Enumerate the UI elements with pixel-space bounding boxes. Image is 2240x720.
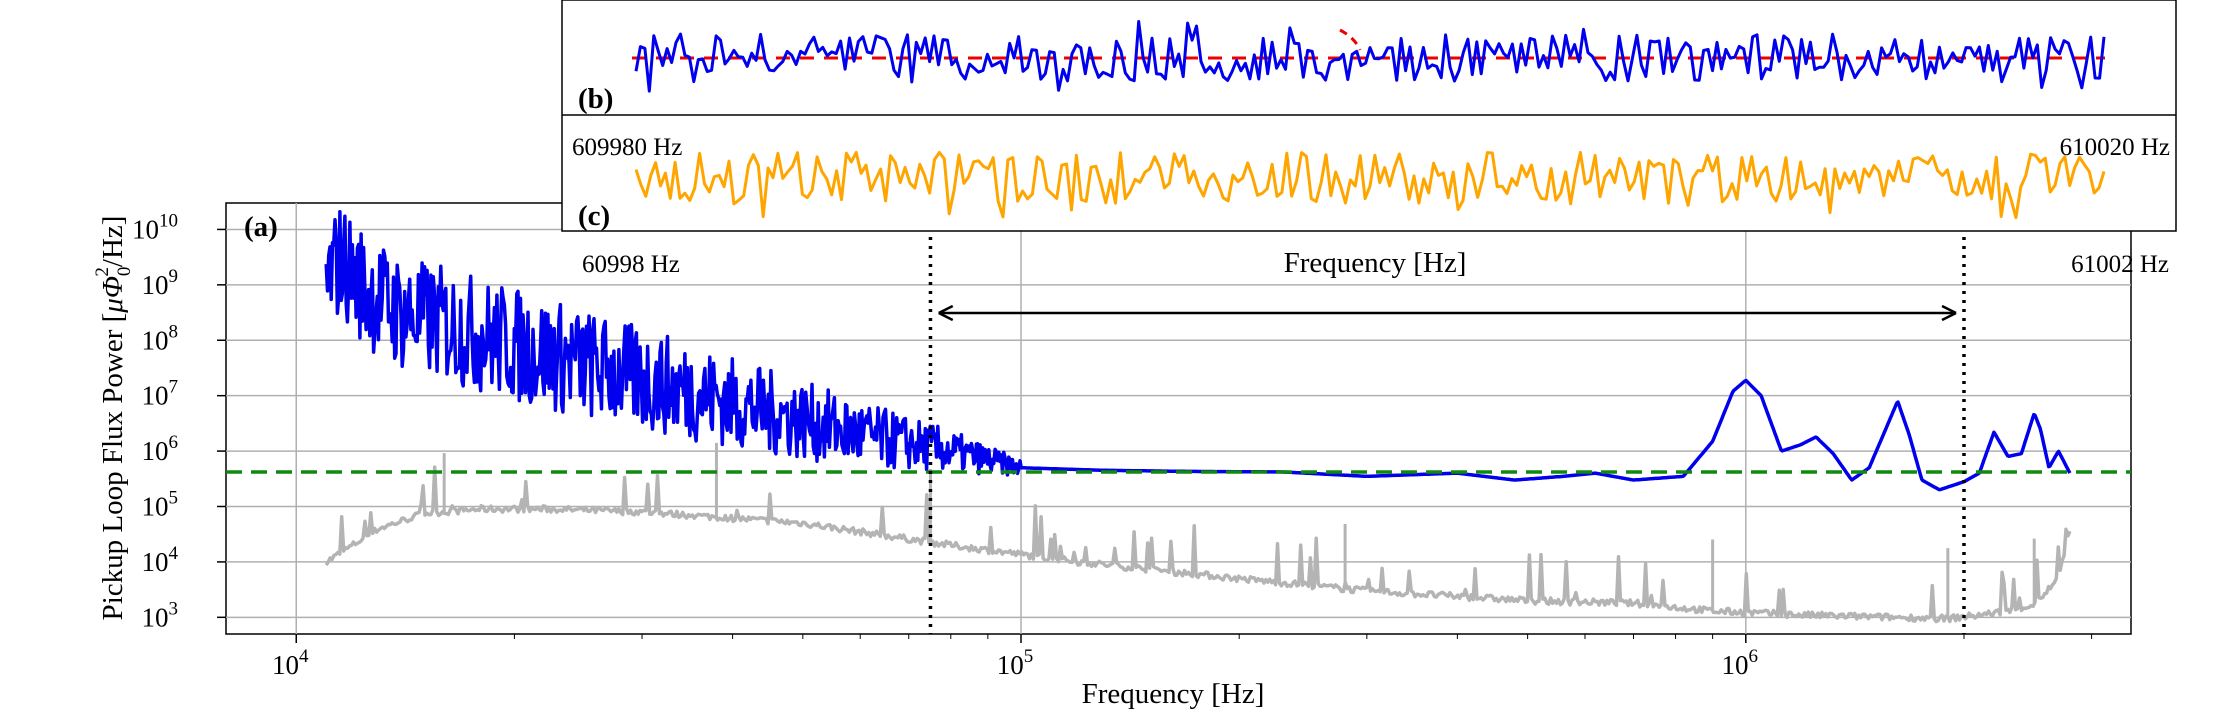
main-series-group [324, 210, 2072, 624]
y-tick-label: 106 [142, 432, 179, 466]
x-tick-label: 106 [1722, 646, 1759, 680]
panel-label-a: (a) [244, 211, 278, 243]
y-axis-label: Pickup Loop Flux Power [μΦ02/Hz] [92, 216, 135, 621]
band-arrow-left-head [938, 304, 954, 322]
panel-c: 609980 Hz 610020 Hz (c) [572, 134, 2170, 232]
panel-label-b: (b) [578, 83, 613, 115]
y-tick-label: 109 [142, 266, 179, 300]
panel-b-trace [634, 20, 2106, 93]
x-tick-label: 104 [272, 646, 309, 680]
main-annotations: Frequency [Hz] 60998 Hz 61002 Hz [226, 228, 2169, 634]
background-series-line [324, 465, 2072, 624]
y-tick-label: 103 [142, 598, 179, 632]
main-plot-frame [225, 202, 2132, 635]
panel-label-c: (c) [578, 200, 610, 232]
signal-series-line [324, 210, 2072, 492]
inset-panel: (b) 609980 Hz 610020 Hz (c) [561, 0, 2177, 232]
y-tick-label: 1010 [132, 210, 178, 244]
frequency-band-title: Frequency [Hz] [1284, 247, 1467, 279]
panel-c-left-freq: 609980 Hz [572, 134, 682, 161]
x-axis-ticks: 104 105 106 [272, 634, 2093, 680]
y-axis-ticks: 103 104 105 106 107 108 109 1010 [132, 210, 226, 632]
panel-b: (b) [578, 20, 2106, 115]
panel-c-trace [634, 151, 2106, 220]
panel-b-fit-bump [1339, 28, 1362, 51]
band-arrow-right-head [1941, 304, 1957, 322]
main-panel: Frequency [Hz] 60998 Hz 61002 Hz 104 105 106… [92, 202, 2169, 710]
y-tick-label: 107 [142, 377, 179, 411]
x-tick-label: 105 [997, 646, 1033, 680]
left-frequency-label: 60998 Hz [582, 251, 680, 278]
panel-c-right-freq: 610020 Hz [2060, 134, 2170, 161]
right-frequency-label: 61002 Hz [2071, 251, 2169, 278]
x-axis-label: Frequency [Hz] [1082, 678, 1265, 710]
y-tick-label: 105 [142, 487, 179, 521]
y-tick-label: 104 [142, 543, 179, 577]
y-tick-label: 108 [142, 321, 179, 355]
